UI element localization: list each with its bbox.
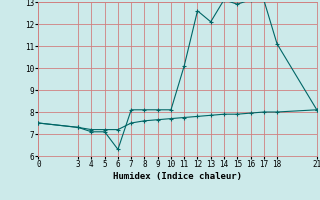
- X-axis label: Humidex (Indice chaleur): Humidex (Indice chaleur): [113, 172, 242, 181]
